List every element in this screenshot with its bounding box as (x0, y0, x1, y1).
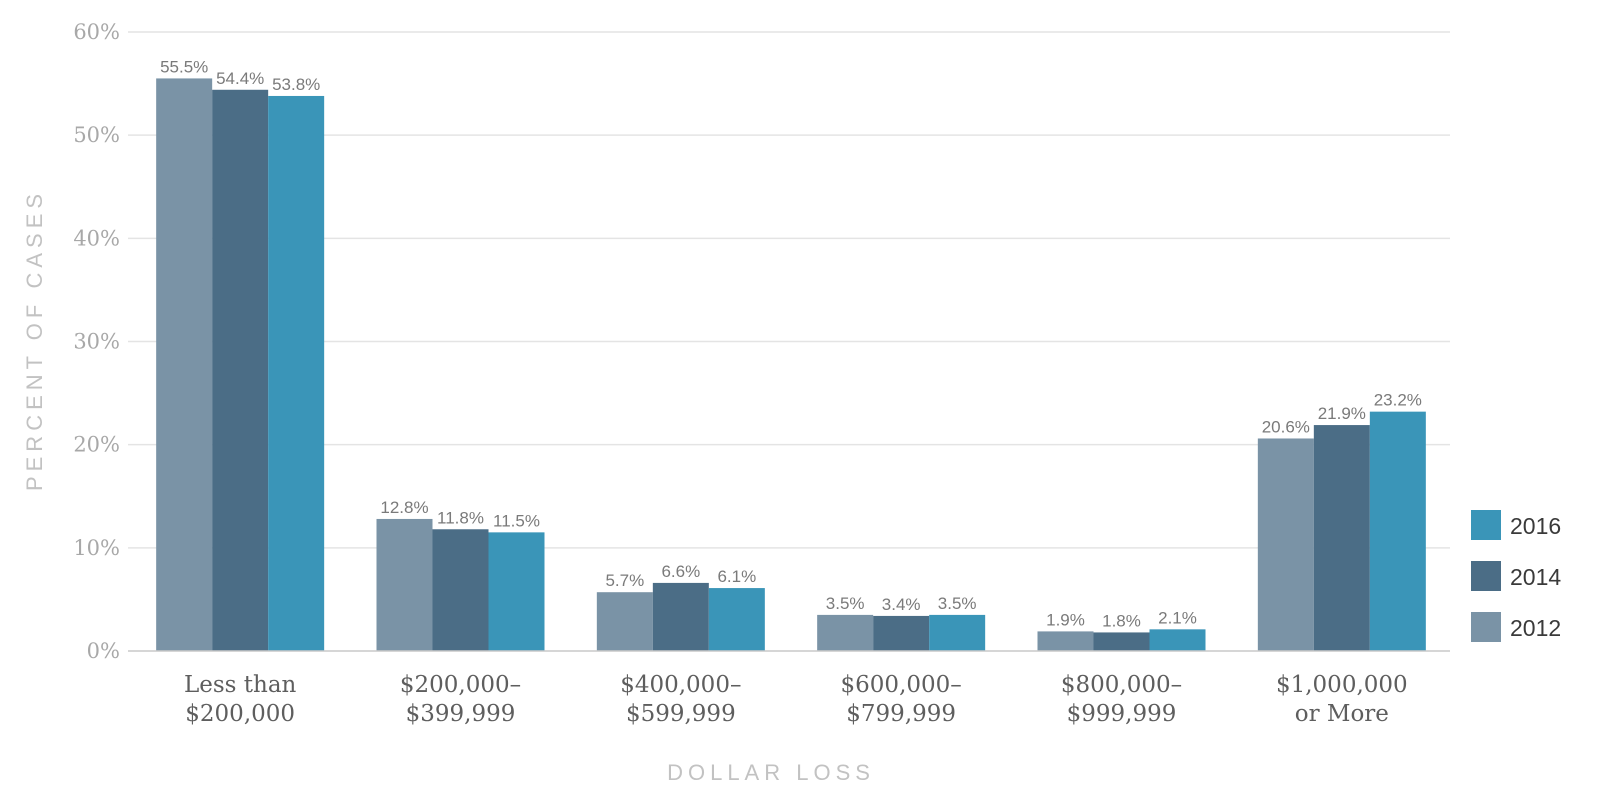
bar-2016 (1369, 411, 1426, 651)
bar-value-label: 2.1% (1158, 608, 1197, 627)
bar-2014 (652, 582, 709, 651)
bar-value-label: 11.5% (493, 511, 540, 530)
bar-2016 (929, 614, 986, 651)
bar-2014 (873, 615, 930, 651)
bar-2012 (1257, 438, 1314, 651)
bar-value-label: 21.9% (1318, 404, 1366, 423)
bar-2012 (376, 518, 433, 651)
legend-label-2014: 2014 (1510, 564, 1561, 590)
bar-2016 (708, 588, 765, 651)
bar-value-label: 12.8% (380, 498, 428, 517)
y-tick-label: 10% (73, 536, 120, 560)
y-tick-label: 50% (73, 123, 120, 147)
bar-data-labels: 55.5% 54.4% 53.8% 12.8% 11.8% 11.5% 5.7% 6.6% 6.… (160, 57, 1422, 630)
x-category-label: $600,000– $799,999 (841, 672, 962, 727)
bar-2012 (596, 592, 653, 651)
bar-value-label: 11.8% (437, 508, 484, 527)
bar-value-label: 3.5% (938, 594, 977, 613)
y-axis-title: PERCENT OF CASES (22, 189, 47, 491)
bar-value-label: 6.1% (717, 567, 756, 586)
y-axis-ticks: 0% 10% 20% 30% 40% 50% 60% (73, 20, 120, 663)
bar-2012 (1037, 631, 1094, 651)
y-tick-label: 20% (73, 433, 120, 457)
bar-value-label: 55.5% (160, 57, 208, 76)
x-category-label: $200,000– $399,999 (400, 672, 521, 727)
bar-2012 (156, 78, 213, 652)
bar-2012 (817, 614, 874, 651)
bar-2014 (432, 529, 489, 651)
bar-value-label: 3.5% (826, 594, 865, 613)
legend-swatch-2012 (1471, 612, 1501, 642)
bar-2016 (488, 532, 545, 651)
bar-value-label: 5.7% (605, 571, 644, 590)
bar-value-label: 3.4% (882, 595, 921, 614)
bar-2014 (212, 89, 269, 652)
bar-value-label: 20.6% (1262, 417, 1310, 436)
y-tick-label: 60% (73, 20, 120, 44)
bar-2016 (1149, 629, 1206, 651)
bar-value-label: 23.2% (1374, 391, 1422, 410)
bar-value-label: 6.6% (661, 562, 700, 581)
x-axis-categories: Less than $200,000 $200,000– $399,999 $400,0… (184, 672, 1408, 727)
legend-swatch-2014 (1471, 561, 1501, 591)
x-category-label: Less than $200,000 (184, 672, 297, 727)
bar-2016 (268, 95, 325, 652)
bar-value-label: 1.8% (1102, 611, 1141, 630)
legend-label-2012: 2012 (1510, 615, 1561, 641)
y-tick-label: 30% (73, 330, 120, 354)
legend-label-2016: 2016 (1510, 513, 1561, 539)
bar-2014 (1313, 425, 1370, 651)
bar-value-label: 53.8% (272, 75, 320, 94)
y-tick-label: 0% (87, 639, 120, 663)
bar-value-label: 54.4% (216, 69, 264, 88)
x-axis-title: DOLLAR LOSS (667, 760, 875, 785)
gridlines (128, 31, 1450, 549)
bar-value-label: 1.9% (1046, 610, 1085, 629)
bar-2014 (1093, 632, 1150, 651)
y-tick-label: 40% (73, 226, 120, 250)
x-category-label: $400,000– $599,999 (620, 672, 741, 727)
legend-swatch-2016 (1471, 510, 1501, 540)
x-category-label: $800,000– $999,999 (1061, 672, 1182, 727)
x-category-label: $1,000,000 or More (1276, 672, 1408, 727)
legend: 2016 2014 2012 (1471, 510, 1561, 642)
bars (156, 78, 1426, 652)
